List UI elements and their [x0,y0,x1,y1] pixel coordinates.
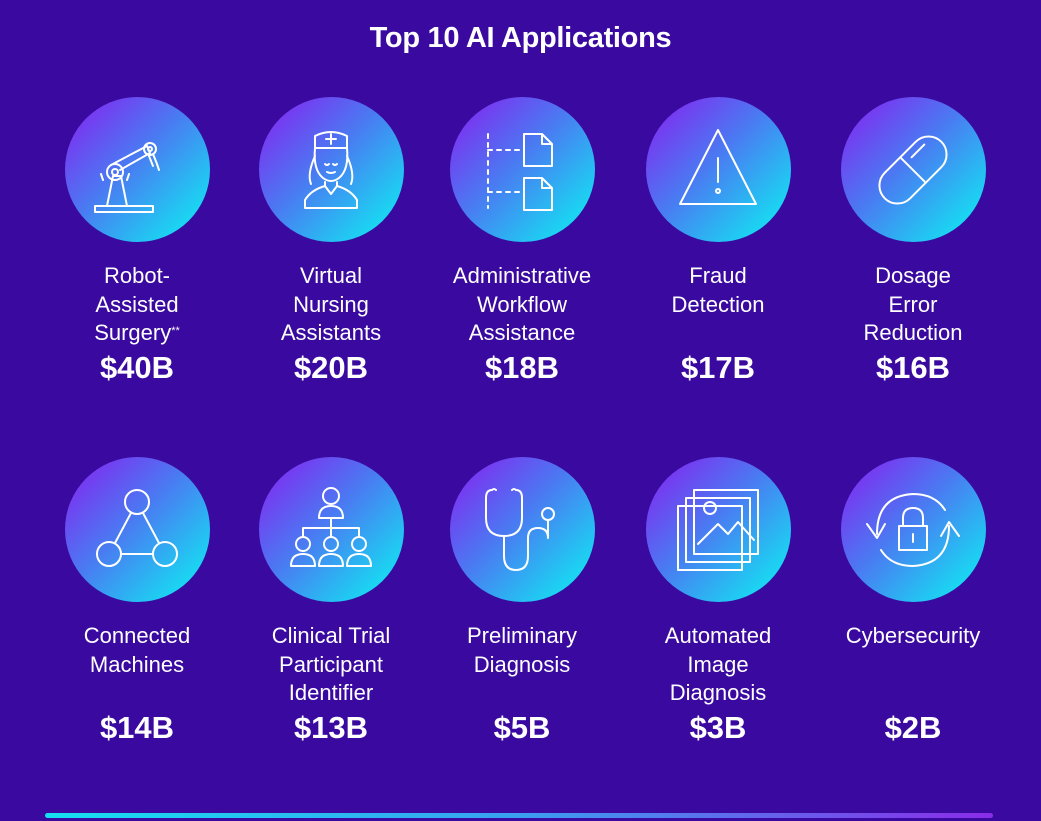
app-label: Cybersecurity [845,623,981,648]
app-card-robot-assisted-surgery: Robot- Assisted Surgery** $40B [42,97,232,386]
network-nodes-icon [96,488,178,567]
lock-refresh-icon [866,492,960,567]
app-market-value: $17B [680,350,756,385]
bottom-gradient-divider [45,813,993,818]
app-label: Connected Machines [83,623,191,677]
icon-circle [64,457,210,602]
app-card-connected-machines: Connected Machines $14B [42,457,232,746]
org-chart-people-icon [290,486,372,567]
icon-circle [645,457,791,602]
app-market-value: $20B [293,350,369,385]
icon-circle [645,97,791,242]
app-market-value: $2B [884,710,942,745]
icon-circle [64,97,210,242]
app-card-clinical-trial-participant-identifier: Clinical Trial Participant Identifier $1… [236,457,426,746]
icon-circle [258,457,404,602]
app-market-value: $5B [493,710,551,745]
app-market-value: $13B [293,710,369,745]
app-card-cybersecurity: Cybersecurity $2B [818,457,1008,746]
icon-circle [449,457,595,602]
app-label: Fraud Detection [671,263,765,317]
pill-capsule-icon [878,134,948,205]
workflow-documents-icon [487,132,553,211]
app-card-dosage-error-reduction: Dosage Error Reduction $16B [818,97,1008,386]
nurse-icon [304,130,358,209]
footnote-marker: ** [171,325,180,337]
image-stack-icon [677,488,759,571]
warning-triangle-icon [679,128,757,205]
stethoscope-icon [485,487,555,571]
app-card-preliminary-diagnosis: Preliminary Diagnosis $5B [427,457,617,746]
app-card-automated-image-diagnosis: Automated Image Diagnosis $3B [623,457,813,746]
app-market-value: $18B [484,350,560,385]
app-label: Robot- Assisted Surgery** [94,263,180,345]
robotic-arm-icon [94,141,160,213]
app-label: Automated Image Diagnosis [664,623,772,705]
icon-circle [840,457,986,602]
app-label: Virtual Nursing Assistants [280,263,382,345]
app-label: Administrative Workflow Assistance [452,263,592,345]
app-label: Clinical Trial Participant Identifier [271,623,391,705]
icon-circle [840,97,986,242]
app-label: Preliminary Diagnosis [466,623,578,677]
app-card-virtual-nursing-assistants: Virtual Nursing Assistants $20B [236,97,426,386]
app-market-value: $16B [875,350,951,385]
icon-circle [449,97,595,242]
app-market-value: $40B [99,350,175,385]
app-card-administrative-workflow-assistance: Administrative Workflow Assistance $18B [427,97,617,386]
app-card-fraud-detection: Fraud Detection $17B [623,97,813,386]
app-market-value: $14B [99,710,175,745]
app-label: Dosage Error Reduction [863,263,963,345]
app-market-value: $3B [689,710,747,745]
icon-circle [258,97,404,242]
page-title: Top 10 AI Applications [369,22,672,54]
